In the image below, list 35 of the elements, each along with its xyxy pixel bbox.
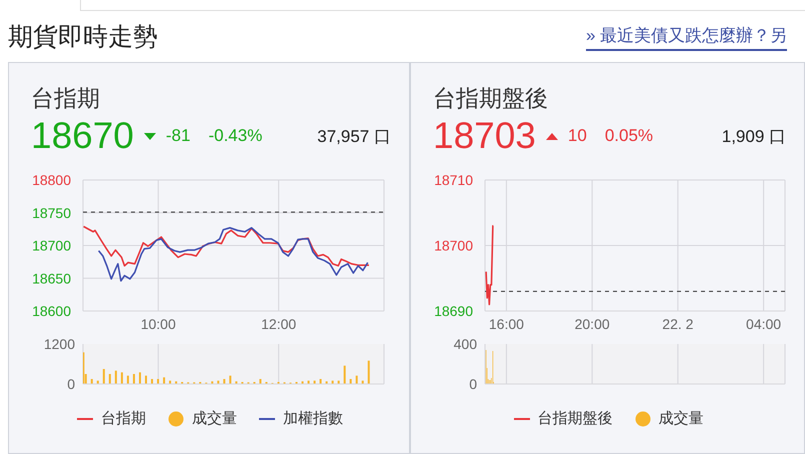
y-tick-label: 18650 [32, 270, 72, 286]
x-tick-label: 10:00 [140, 316, 176, 332]
x-tick-label: 12:00 [261, 316, 296, 332]
chart-title: 期貨即時走勢 [8, 22, 158, 53]
y-tick-label: 18800 [32, 172, 72, 188]
text: 10 [568, 126, 587, 146]
y-tick-label: 1200 [44, 336, 76, 352]
y-tick-label: 18690 [434, 303, 474, 319]
y-tick-label: 18600 [32, 303, 72, 319]
text: 18703 [433, 115, 536, 157]
text: 18670 [31, 115, 134, 157]
text: -0.43% [208, 126, 262, 146]
legend-label: 台指期 [101, 409, 146, 428]
legend-label: 加權指數 [283, 409, 343, 428]
x-tick-label: 20:00 [574, 316, 610, 332]
text: 1,909 口 [722, 126, 786, 148]
y-tick-label: 18750 [32, 204, 72, 221]
legend-label: 成交量 [658, 409, 704, 428]
y-tick-label: 0 [469, 376, 478, 392]
y-tick-label: 0 [67, 376, 76, 392]
y-tick-label: 18710 [434, 172, 474, 188]
legend-label: 台指期盤後 [538, 409, 612, 428]
chart-subtitle: 台指期 [31, 84, 100, 113]
y-tick-label: 400 [454, 336, 478, 352]
text: 37,957 口 [317, 126, 391, 148]
y-tick-label: 18700 [434, 238, 474, 254]
x-tick-label: 16:00 [488, 316, 524, 332]
text: 0.05% [604, 126, 654, 146]
x-tick-label: 22. 2 [662, 316, 694, 332]
x-tick-label: 04:00 [746, 316, 782, 332]
y-tick-label: 18700 [32, 238, 72, 254]
legend-label: 成交量 [192, 409, 237, 428]
text: » 最近美債又跌怎麼辦？另 [586, 24, 788, 51]
chart-title: 台指期盤後 [433, 84, 548, 113]
text: -81 [166, 126, 190, 146]
